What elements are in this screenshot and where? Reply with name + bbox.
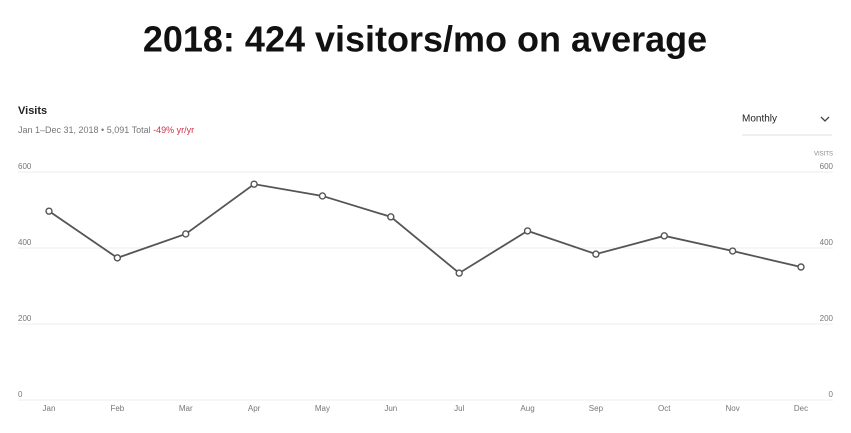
series-line bbox=[48, 183, 802, 275]
chevron[interactable] bbox=[820, 116, 830, 122]
x-tick-label: Aug bbox=[520, 404, 534, 413]
point bbox=[592, 250, 600, 258]
y-tick-label-right: 0 bbox=[829, 390, 834, 399]
subtitle: Jan 1–Dec 31, 2018 • 5,091 Total -49% yr… bbox=[18, 125, 194, 135]
x-tick-label: May bbox=[315, 404, 330, 413]
point bbox=[45, 207, 53, 215]
point bbox=[523, 227, 532, 235]
point bbox=[797, 263, 805, 271]
y-tick-label: 200 bbox=[18, 314, 32, 323]
x-tick-label: Oct bbox=[658, 404, 671, 413]
x-tick-label: Jun bbox=[384, 404, 397, 413]
subtitle-text: Jan 1–Dec 31, 2018 • 5,091 Total bbox=[18, 125, 151, 135]
x-tick-label: Jul bbox=[454, 404, 464, 413]
x-tick-label: Jan bbox=[43, 404, 56, 413]
y-tick-label: 0 bbox=[18, 390, 23, 399]
x-tick-label: Nov bbox=[726, 404, 740, 413]
change: -49% yr/yr bbox=[153, 125, 194, 135]
period-label[interactable]: Monthly bbox=[742, 114, 777, 125]
point bbox=[250, 180, 258, 188]
point bbox=[660, 232, 668, 240]
point bbox=[182, 230, 190, 238]
x-tick-label: Feb bbox=[110, 404, 124, 413]
x-tick-label: Dec bbox=[794, 404, 808, 413]
point bbox=[455, 269, 463, 277]
panel-title: Visits bbox=[18, 105, 47, 117]
chart-title: 2018: 424 visitors/mo on average bbox=[143, 19, 707, 60]
y-tick-label-right: 600 bbox=[820, 162, 834, 171]
y-tick-label: 600 bbox=[18, 162, 32, 171]
point bbox=[728, 247, 737, 255]
period-selector[interactable]: Monthly bbox=[742, 114, 832, 136]
y-tick-label-right: 200 bbox=[820, 314, 834, 323]
y-tick-label: 400 bbox=[18, 238, 32, 247]
point bbox=[113, 254, 122, 262]
y-tick-label-right: 400 bbox=[820, 238, 834, 247]
y-axis-label: VISITS bbox=[814, 152, 833, 158]
point bbox=[387, 213, 395, 221]
x-tick-label: Apr bbox=[248, 404, 261, 413]
point bbox=[318, 192, 327, 200]
x-tick-label: Mar bbox=[179, 404, 193, 413]
x-tick-label: Sep bbox=[589, 404, 604, 413]
